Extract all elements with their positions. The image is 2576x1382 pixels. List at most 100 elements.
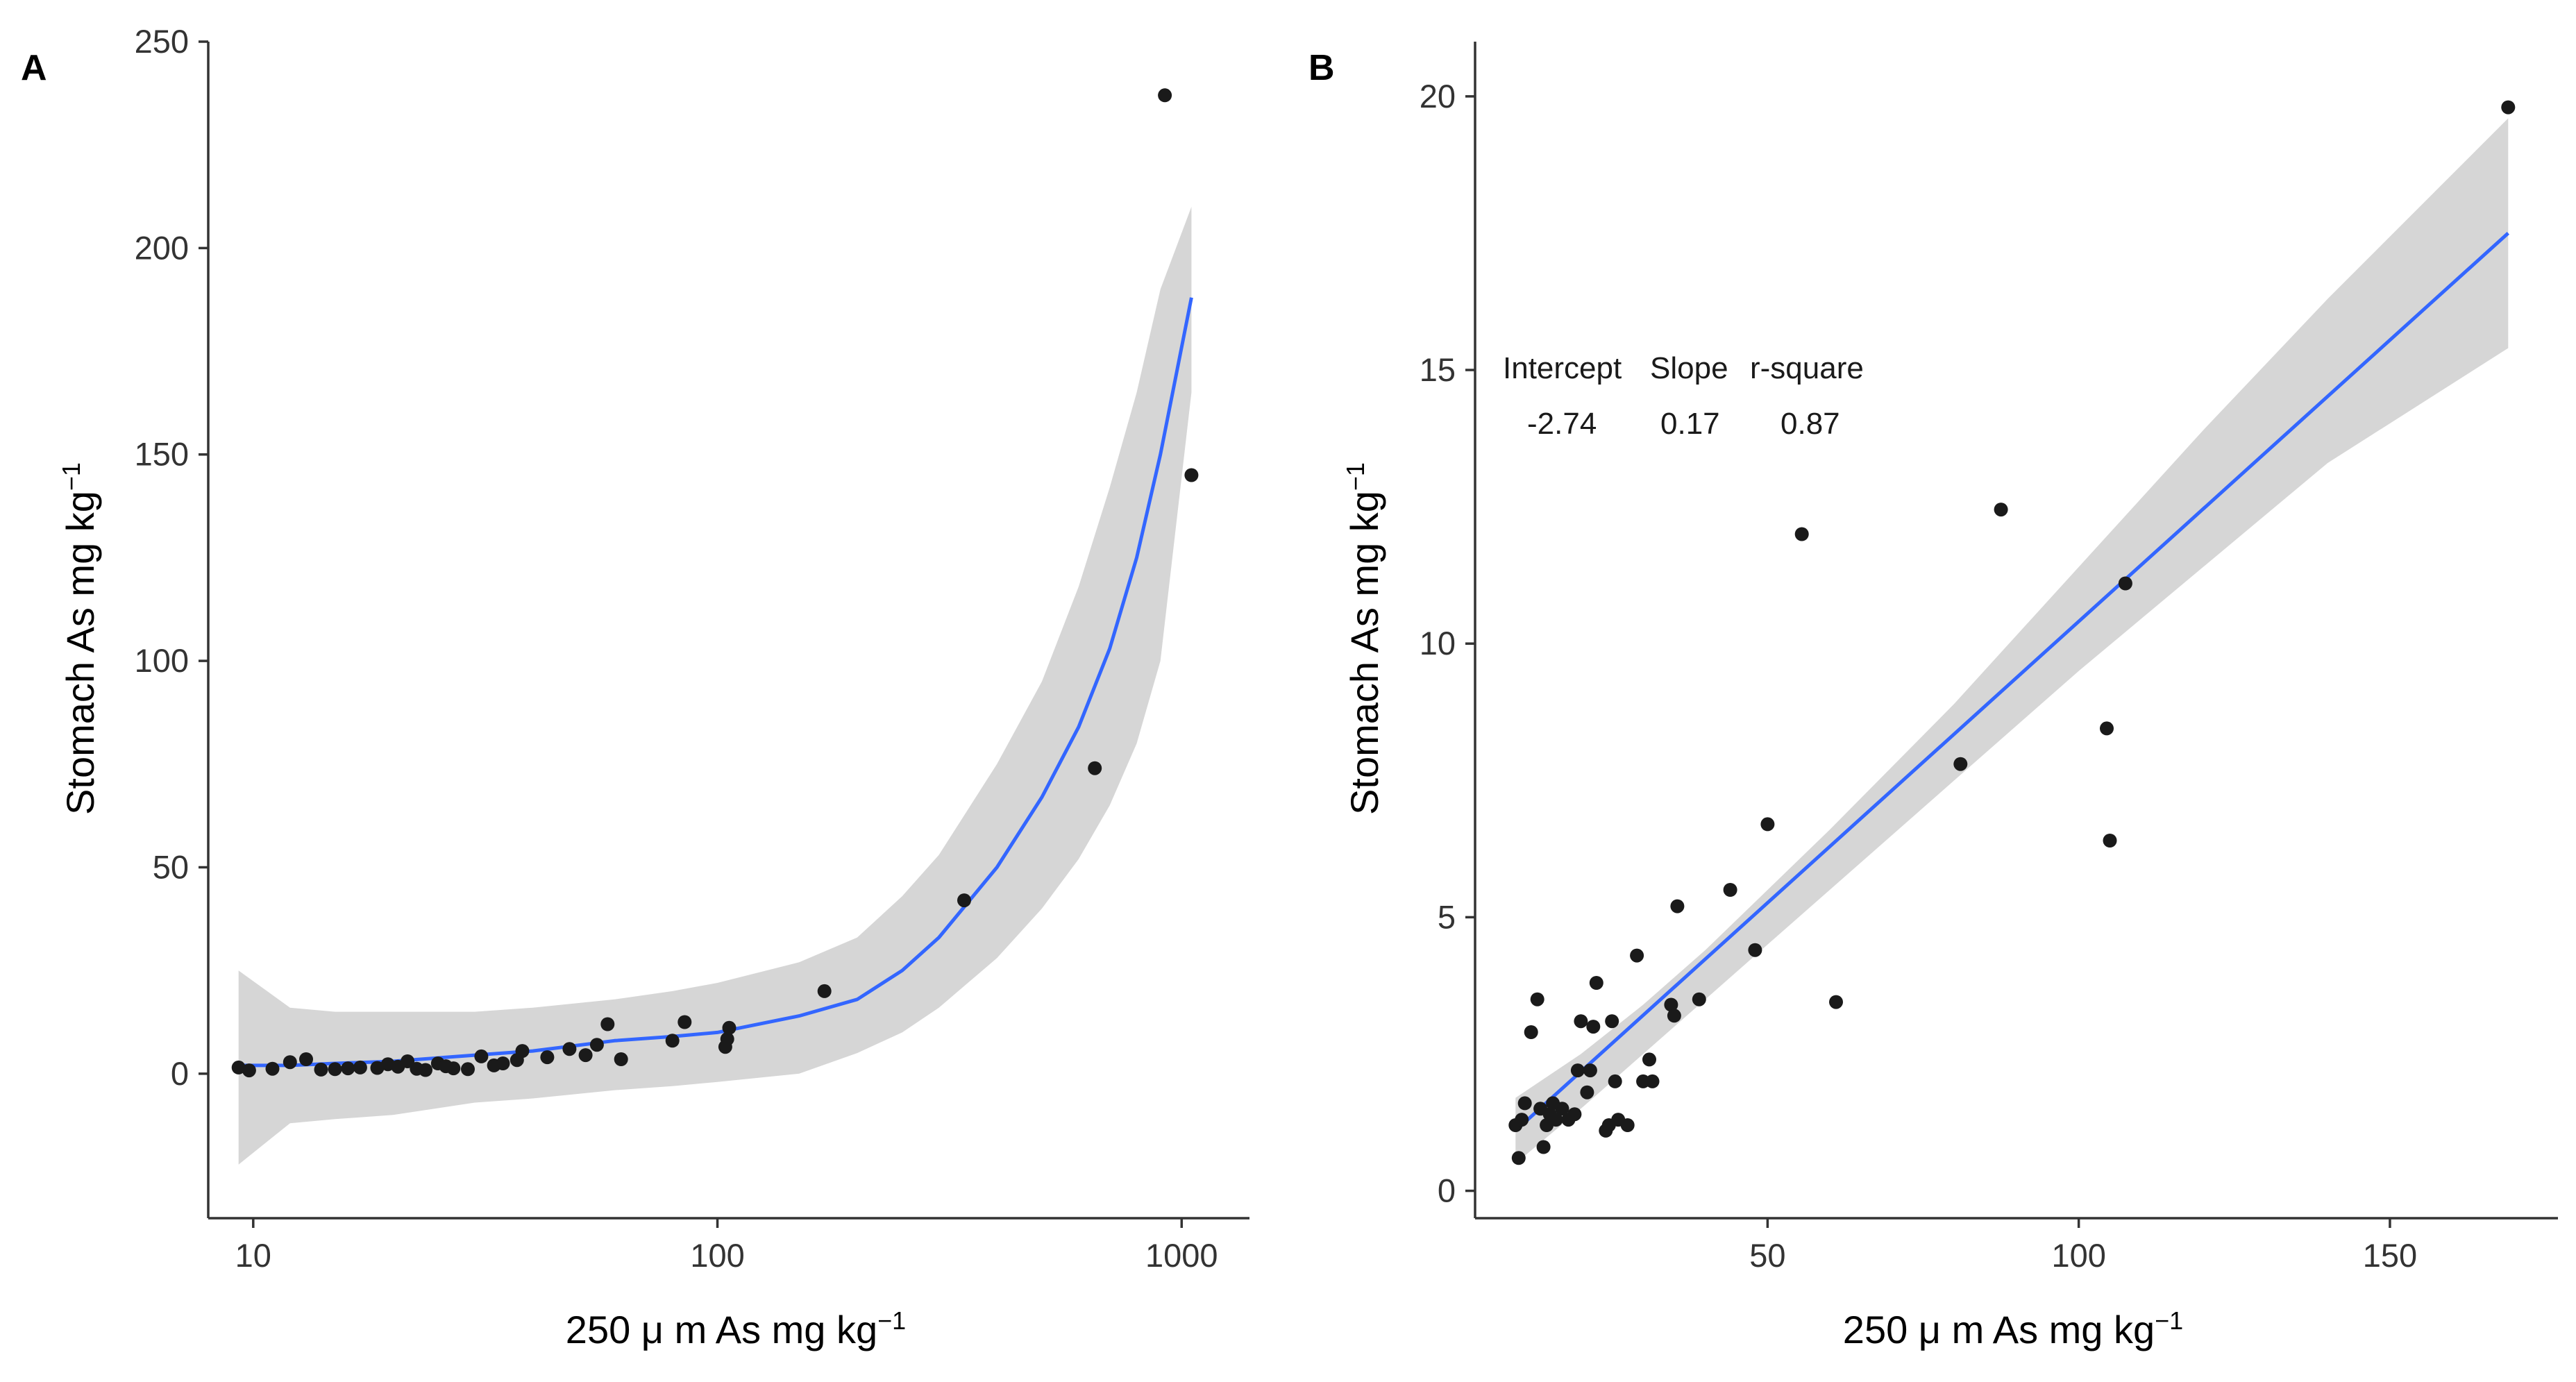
panel-a-y-tick-label: 200 <box>135 229 189 266</box>
panel-a-confidence-band <box>238 206 1192 1165</box>
panel-b-point <box>1608 1074 1622 1088</box>
panel-b-point <box>1536 1140 1551 1154</box>
panel-b-point <box>1670 899 1685 913</box>
regression-annotation: Intercept Slope r-square -2.74 0.17 0.87 <box>1503 351 1864 441</box>
panel-a-point <box>419 1063 432 1077</box>
panel-a-point <box>328 1062 342 1077</box>
panel-b-point <box>1829 995 1843 1009</box>
panel-b-point <box>1664 997 1678 1012</box>
panel-b-y-tick-label: 20 <box>1420 78 1456 115</box>
panel-b-axes: 0 5 10 15 20 50 100 150 <box>1420 42 2558 1274</box>
annotation-value-r-square: 0.87 <box>1781 407 1840 441</box>
panel-b-point <box>1645 1074 1660 1088</box>
annotation-value-slope: 0.17 <box>1660 407 1720 441</box>
panel-a-point <box>720 1031 734 1046</box>
annotation-header-slope: Slope <box>1650 351 1728 385</box>
panel-b-y-tick-label: 10 <box>1420 625 1456 661</box>
panel-a-point <box>314 1062 328 1077</box>
panel-a-point <box>562 1042 577 1056</box>
panel-b-point <box>1794 527 1809 541</box>
panel-b-point <box>1555 1102 1569 1116</box>
panel-a-y-tick-label: 250 <box>135 23 189 60</box>
panel-a-point <box>353 1060 367 1075</box>
panel-a-point <box>817 984 832 998</box>
panel-b-point <box>1667 1009 1681 1023</box>
panel-a-x-tick-label: 10 <box>235 1237 271 1274</box>
panel-b-point <box>1953 757 1968 771</box>
panel-b-point <box>1620 1118 1635 1132</box>
panel-b-point <box>1586 1020 1601 1034</box>
panel-b-point <box>1530 992 1544 1006</box>
panel-a-point <box>231 1060 246 1075</box>
panel-a-point <box>474 1049 489 1063</box>
panel-a-point <box>600 1017 615 1031</box>
annotation-header-intercept: Intercept <box>1503 351 1622 385</box>
panel-a-point <box>283 1055 297 1070</box>
panel-b-point <box>1994 503 2008 517</box>
panel-a-point <box>341 1061 355 1076</box>
panel-a-point <box>299 1052 313 1066</box>
panel-b-point <box>1723 883 1737 897</box>
panel-b-point <box>2118 576 2132 591</box>
panel-a-point <box>242 1063 256 1078</box>
annotation-value-intercept: -2.74 <box>1527 407 1597 441</box>
panel-b-x-tick-label: 50 <box>1749 1237 1785 1274</box>
panel-b-point <box>1642 1052 1656 1067</box>
panel-b-point <box>1567 1107 1582 1122</box>
panel-b-chart: B 0 5 10 15 20 50 100 150 Intercept Slope r-squ… <box>1308 42 2558 1351</box>
panel-a-point <box>370 1061 385 1075</box>
panel-a-point <box>1088 761 1102 775</box>
panel-b-x-axis-title: 250 μ m As mg kg−1 <box>1843 1306 2183 1352</box>
panel-a-point <box>461 1062 475 1077</box>
panel-a-letter: A <box>21 48 47 88</box>
panel-a-x-axis-title: 250 μ m As mg kg−1 <box>566 1306 906 1352</box>
annotation-header-r-square: r-square <box>1750 351 1864 385</box>
panel-b-points <box>1508 100 2516 1165</box>
panel-a-point <box>722 1020 736 1035</box>
panel-a-point <box>589 1038 604 1052</box>
panel-b-point <box>1549 1113 1563 1127</box>
panel-a-point <box>677 1015 692 1029</box>
panel-a-x-tick-label: 1000 <box>1145 1237 1218 1274</box>
panel-b-x-tick-label: 100 <box>2051 1237 2105 1274</box>
panel-b-point <box>1748 943 1762 957</box>
panel-a-point <box>540 1050 555 1065</box>
panel-b-point <box>1515 1113 1529 1127</box>
panel-b-letter: B <box>1308 48 1335 88</box>
panel-b-point <box>2103 834 2117 848</box>
panel-b-point <box>1605 1014 1619 1029</box>
panel-a-point <box>1184 468 1199 482</box>
panel-b-fit-line <box>1514 232 2509 1132</box>
panel-b-y-tick-label: 15 <box>1420 351 1456 388</box>
panel-b-y-tick-label: 0 <box>1438 1172 1456 1209</box>
panel-b-point <box>1524 1025 1538 1039</box>
panel-b-point <box>1589 976 1603 990</box>
panel-a-y-tick-label: 150 <box>135 436 189 473</box>
panel-b-point <box>1570 1063 1585 1078</box>
panel-a-point <box>265 1061 280 1076</box>
panel-a-point <box>1158 88 1172 103</box>
panel-b-y-axis-title: Stomach As mg kg−1 <box>1341 462 1387 815</box>
panel-b-point <box>1574 1014 1588 1029</box>
panel-b-y-tick-label: 5 <box>1438 898 1456 935</box>
panel-b-point <box>1692 992 1706 1006</box>
panel-b-point <box>1583 1063 1597 1078</box>
panel-a-point <box>515 1044 530 1059</box>
panel-b-confidence-band <box>1515 118 2509 1164</box>
panel-b-x-tick-label: 150 <box>2363 1237 2417 1274</box>
panel-b-point <box>1511 1151 1526 1165</box>
panel-b-point <box>1760 817 1775 832</box>
panel-a-axes: 0 50 100 150 200 250 10 100 1000 <box>135 23 1249 1274</box>
panel-a-point <box>957 893 971 908</box>
panel-a-point <box>578 1048 593 1063</box>
panel-a-y-tick-label: 0 <box>171 1055 189 1092</box>
panel-b-point <box>1580 1085 1594 1099</box>
panel-a-point <box>614 1052 628 1066</box>
panel-a-points <box>231 88 1199 1078</box>
panel-b-point <box>2100 721 2114 736</box>
panel-a-x-tick-label: 100 <box>690 1237 744 1274</box>
panel-b-point <box>2501 100 2516 115</box>
panel-b-point <box>1630 948 1644 963</box>
panel-a-y-tick-label: 50 <box>153 848 189 885</box>
